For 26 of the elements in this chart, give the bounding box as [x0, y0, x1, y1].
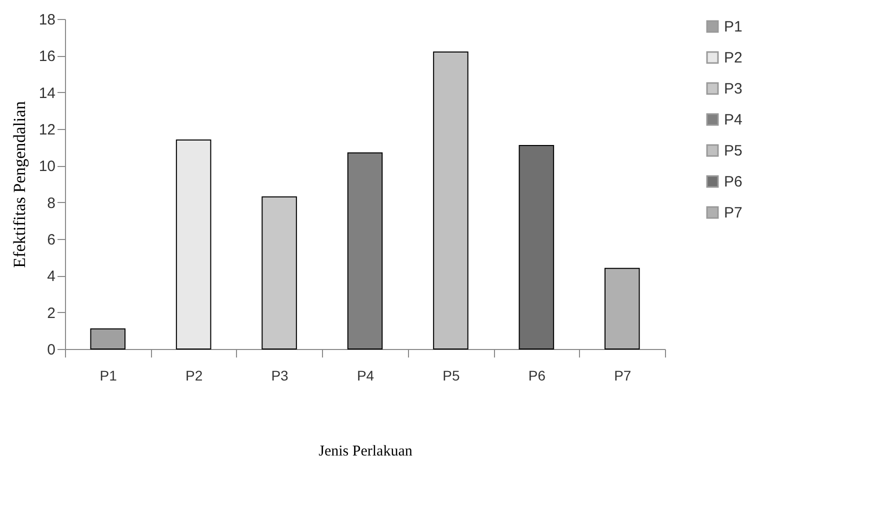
- legend-label: P6: [724, 174, 742, 190]
- x-tick-label: P2: [186, 368, 203, 384]
- x-tick-label: P1: [100, 368, 118, 384]
- x-tick-label: P7: [614, 368, 632, 384]
- y-tick-label: 0: [47, 342, 56, 358]
- y-tick-label: 16: [38, 48, 56, 66]
- y-tick-label: 4: [47, 268, 56, 286]
- y-tick-label: 18: [38, 12, 56, 28]
- x-tick-label: P3: [271, 368, 289, 384]
- x-tick-label: P4: [356, 368, 374, 384]
- legend-label: P3: [724, 80, 742, 98]
- y-axis-title: Efektifitas Pengendalian: [10, 100, 29, 268]
- legend-label: P4: [724, 112, 742, 128]
- x-tick-label: P5: [442, 368, 460, 384]
- legend-label: P2: [724, 50, 742, 66]
- legend-label: P5: [724, 142, 742, 160]
- x-axis-title: Jenis Perlakuan: [318, 444, 413, 460]
- legend-label: P1: [724, 18, 742, 36]
- y-tick-label: 10: [38, 158, 56, 176]
- y-tick-label: 2: [47, 304, 56, 322]
- y-tick-label: 8: [47, 194, 56, 212]
- y-tick-label: 6: [47, 232, 56, 248]
- y-tick-label: 14: [38, 84, 56, 102]
- y-tick-label: 12: [38, 122, 56, 138]
- legend-label: P7: [724, 204, 742, 222]
- x-tick-label: P6: [528, 368, 546, 384]
